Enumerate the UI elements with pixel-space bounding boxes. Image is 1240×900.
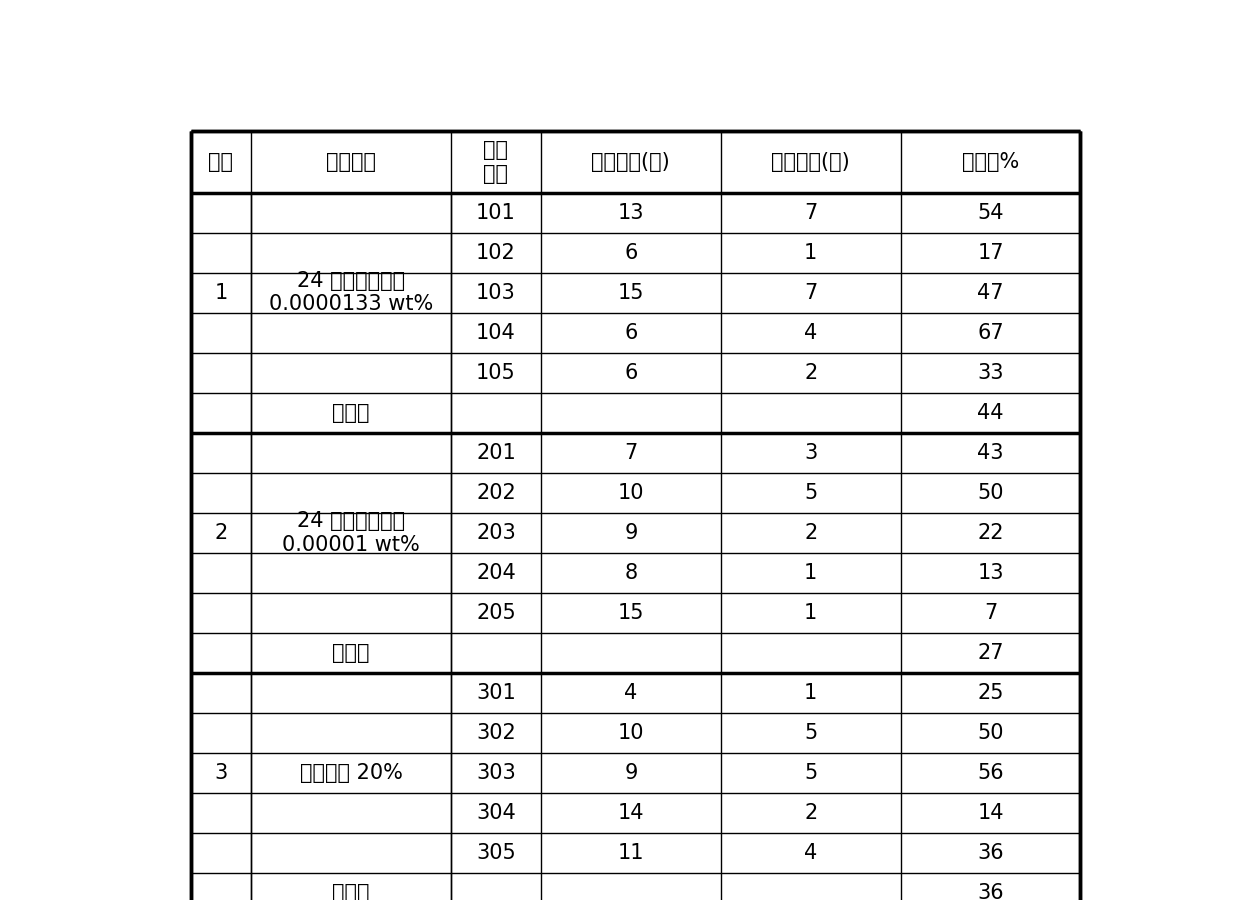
Text: 22: 22 (977, 523, 1003, 543)
Text: 201: 201 (476, 443, 516, 463)
Text: 102: 102 (476, 243, 516, 263)
Text: 24 表芸苔素内酯
0.00001 wt%: 24 表芸苔素内酯 0.00001 wt% (283, 511, 420, 554)
Text: 9: 9 (624, 763, 637, 783)
Text: 11: 11 (618, 843, 644, 863)
Text: 9: 9 (624, 523, 637, 543)
Text: 5: 5 (804, 483, 817, 503)
Text: 硝酸铵钙 20%: 硝酸铵钙 20% (300, 763, 403, 783)
Text: 14: 14 (977, 804, 1003, 824)
Text: 14: 14 (618, 804, 644, 824)
Text: 205: 205 (476, 603, 516, 623)
Text: 处理芽数(个): 处理芽数(个) (591, 152, 671, 172)
Text: 36: 36 (977, 843, 1003, 863)
Text: 203: 203 (476, 523, 516, 543)
Text: 7: 7 (624, 443, 637, 463)
Text: 105: 105 (476, 363, 516, 382)
Text: 2: 2 (804, 523, 817, 543)
Text: 7: 7 (983, 603, 997, 623)
Text: 50: 50 (977, 724, 1003, 743)
Text: 104: 104 (476, 323, 516, 343)
Text: 305: 305 (476, 843, 516, 863)
Text: 4: 4 (804, 323, 817, 343)
Text: 6: 6 (624, 363, 637, 382)
Text: 8: 8 (624, 563, 637, 583)
Text: 101: 101 (476, 202, 516, 222)
Text: 6: 6 (624, 243, 637, 263)
Text: 54: 54 (977, 202, 1003, 222)
Text: 2: 2 (215, 523, 227, 543)
Text: 302: 302 (476, 724, 516, 743)
Text: 分区
编号: 分区 编号 (484, 140, 508, 184)
Text: 301: 301 (476, 683, 516, 703)
Text: 10: 10 (618, 483, 644, 503)
Text: 平均值: 平均值 (332, 644, 370, 663)
Text: 304: 304 (476, 804, 516, 824)
Text: 2: 2 (804, 363, 817, 382)
Text: 36: 36 (977, 884, 1003, 900)
Text: 破眠率%: 破眠率% (962, 152, 1019, 172)
Text: 4: 4 (624, 683, 637, 703)
Text: 15: 15 (618, 283, 644, 302)
Text: 204: 204 (476, 563, 516, 583)
Text: 67: 67 (977, 323, 1003, 343)
Text: 编号: 编号 (208, 152, 233, 172)
Text: 破眠芽数(个): 破眠芽数(个) (771, 152, 851, 172)
Text: 25: 25 (977, 683, 1003, 703)
Text: 43: 43 (977, 443, 1003, 463)
Text: 15: 15 (618, 603, 644, 623)
Text: 202: 202 (476, 483, 516, 503)
Text: 5: 5 (804, 763, 817, 783)
Text: 44: 44 (977, 403, 1003, 423)
Text: 7: 7 (804, 283, 817, 302)
Text: 5: 5 (804, 724, 817, 743)
Text: 56: 56 (977, 763, 1003, 783)
Text: 1: 1 (804, 603, 817, 623)
Text: 1: 1 (804, 683, 817, 703)
Text: 13: 13 (977, 563, 1003, 583)
Text: 4: 4 (804, 843, 817, 863)
Text: 24 表芸苔素内酯
0.0000133 wt%: 24 表芸苔素内酯 0.0000133 wt% (269, 271, 433, 314)
Text: 13: 13 (618, 202, 644, 222)
Text: 47: 47 (977, 283, 1003, 302)
Text: 1: 1 (804, 563, 817, 583)
Text: 供试药剂: 供试药剂 (326, 152, 376, 172)
Text: 3: 3 (215, 763, 227, 783)
Text: 1: 1 (215, 283, 227, 302)
Text: 1: 1 (804, 243, 817, 263)
Text: 2: 2 (804, 804, 817, 824)
Text: 平均值: 平均值 (332, 884, 370, 900)
Text: 17: 17 (977, 243, 1003, 263)
Text: 50: 50 (977, 483, 1003, 503)
Text: 103: 103 (476, 283, 516, 302)
Text: 10: 10 (618, 724, 644, 743)
Text: 27: 27 (977, 644, 1003, 663)
Text: 3: 3 (804, 443, 817, 463)
Text: 平均值: 平均值 (332, 403, 370, 423)
Text: 303: 303 (476, 763, 516, 783)
Text: 6: 6 (624, 323, 637, 343)
Text: 33: 33 (977, 363, 1003, 382)
Text: 7: 7 (804, 202, 817, 222)
